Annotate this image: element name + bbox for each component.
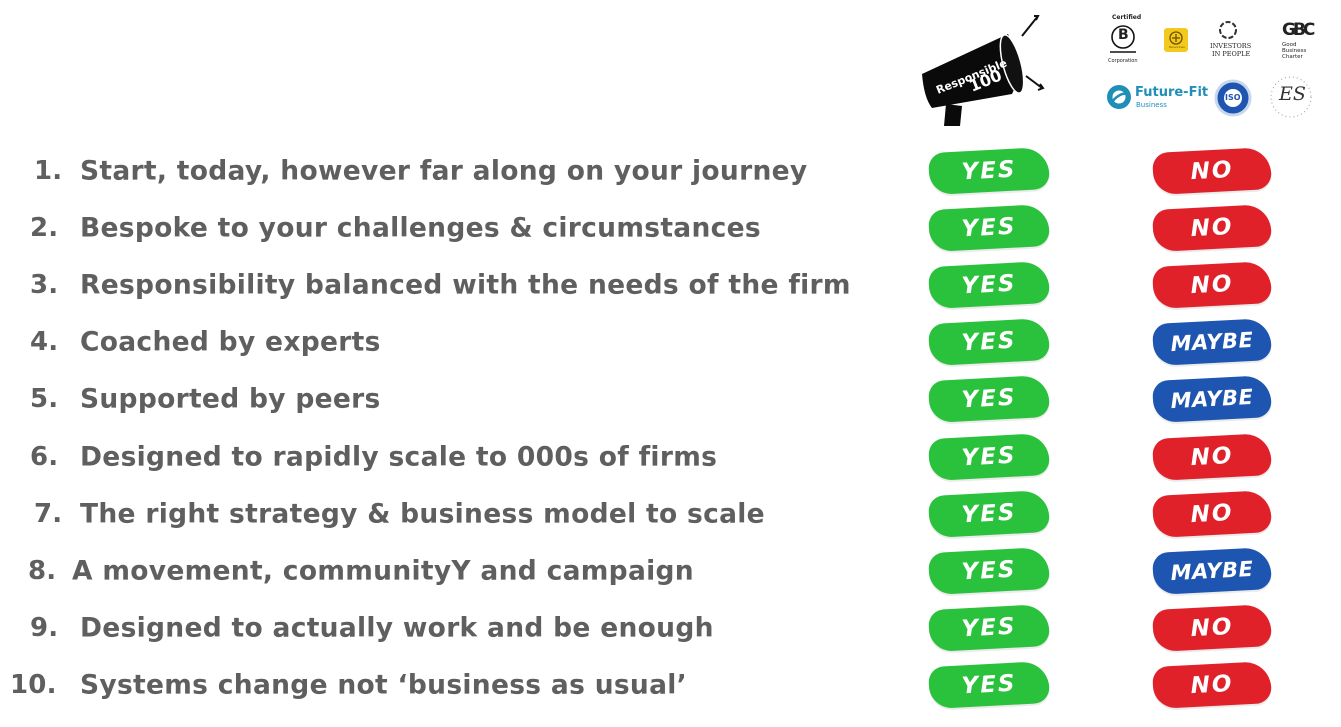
future-fit-name: Future-Fit	[1135, 85, 1209, 100]
other-frameworks-answer-badge: NO	[1151, 146, 1273, 195]
row-number: 3.	[30, 269, 59, 300]
gbc-line2: Business	[1282, 48, 1307, 54]
bcorp-top-text: Certified	[1112, 14, 1142, 21]
responsible100-answer-badge: YES	[927, 546, 1051, 596]
row-number: 2.	[30, 212, 59, 243]
comparison-list: 1. Start, today, however far along on you…	[0, 142, 1341, 714]
responsible100-answer-badge: YES	[927, 375, 1051, 424]
other-frameworks-answer-badge: MAYBE	[1151, 318, 1273, 367]
row-number: 9.	[30, 613, 59, 644]
row-label: Systems change not ‘business as usual’	[80, 669, 688, 701]
row-number: 6.	[30, 441, 59, 472]
gbc-logo: GBC Good Business Charter	[1280, 18, 1330, 68]
row-number: 10.	[10, 670, 57, 701]
es-mark: ES	[1279, 83, 1306, 105]
iso-certified-logo: ISO	[1214, 78, 1252, 118]
certification-logos: Certified B Corporation Pace/Lines INVES…	[1100, 12, 1330, 132]
gbc-line1: Good	[1282, 42, 1297, 48]
comparison-row: 6. Designed to rapidly scale to 000s of f…	[0, 428, 1341, 485]
row-label: Start, today, however far along on your …	[80, 155, 808, 187]
responsible100-answer-badge: YES	[927, 146, 1051, 195]
comparison-row: 10. Systems change not ‘business as usual…	[0, 657, 1341, 714]
iip-line1: INVESTORS	[1210, 42, 1252, 50]
row-number: 5.	[30, 384, 59, 415]
comparison-row: 7. The right strategy & business model to…	[0, 485, 1341, 542]
comparison-row: 4. Coached by experts YES MAYBE	[0, 314, 1341, 371]
future-fit-logo: Future-Fit Business	[1106, 80, 1209, 114]
iip-ring-icon	[1219, 21, 1237, 39]
other-frameworks-answer-badge: NO	[1151, 489, 1273, 538]
bcorp-bottom-text: Corporation	[1108, 58, 1138, 64]
future-fit-sub: Business	[1136, 101, 1167, 109]
row-label: Coached by experts	[80, 326, 381, 358]
other-frameworks-answer-badge: NO	[1151, 203, 1273, 252]
responsible100-answer-badge: YES	[927, 661, 1051, 710]
responsible100-answer-badge: YES	[927, 203, 1051, 252]
iso-badge-icon	[1214, 79, 1252, 117]
es-seal-icon	[1270, 76, 1312, 118]
row-number: 7.	[34, 498, 63, 529]
row-label: A movement, communityY and campaign	[72, 555, 694, 587]
comparison-row: 8. A movement, communityY and campaign YES…	[0, 542, 1341, 599]
row-label: Responsibility balanced with the needs o…	[80, 269, 851, 301]
row-label: Designed to actually work and be enough	[80, 612, 714, 644]
responsible100-answer-badge: YES	[927, 318, 1051, 367]
other-frameworks-answer-badge: MAYBE	[1151, 375, 1273, 424]
row-number: 4.	[30, 327, 59, 358]
comparison-row: 9. Designed to actually work and be enoug…	[0, 600, 1341, 657]
iip-line2: IN PEOPLE	[1212, 50, 1251, 58]
yellow-badge-caption: Pace/Lines	[1169, 45, 1185, 49]
iso-mark: ISO	[1225, 93, 1241, 102]
es-seal-logo: ES	[1268, 74, 1314, 120]
other-frameworks-answer-badge: NO	[1151, 260, 1273, 310]
responsible100-answer-badge: YES	[927, 432, 1051, 481]
plus-badge-icon	[1169, 31, 1183, 45]
comparison-row: 3. Responsibility balanced with the needs…	[0, 256, 1341, 313]
row-label: The right strategy & business model to s…	[80, 498, 765, 530]
row-number: 1.	[34, 155, 63, 186]
comparison-row: 5. Supported by peers YES MAYBE	[0, 371, 1341, 428]
responsible100-answer-badge: YES	[927, 489, 1051, 538]
comparison-row: 2. Bespoke to your challenges & circumsta…	[0, 199, 1341, 256]
future-fit-icon	[1107, 85, 1131, 109]
responsible100-answer-badge: YES	[927, 260, 1051, 310]
gbc-line3: Charter	[1282, 54, 1303, 60]
megaphone-icon: Responsible 100	[922, 15, 1045, 126]
bcorp-icon	[1110, 25, 1136, 53]
row-label: Supported by peers	[80, 383, 381, 415]
bcorp-mark: B	[1118, 27, 1129, 43]
bcorp-logo: Certified B Corporation	[1106, 12, 1146, 68]
row-label: Bespoke to your challenges & circumstanc…	[80, 212, 761, 244]
comparison-row: 1. Start, today, however far along on you…	[0, 142, 1341, 199]
other-frameworks-answer-badge: NO	[1151, 604, 1273, 653]
investors-in-people-logo: INVESTORS IN PEOPLE	[1208, 18, 1262, 68]
row-number: 8.	[28, 555, 57, 586]
responsible100-answer-badge: YES	[927, 603, 1051, 653]
other-frameworks-answer-badge: NO	[1151, 661, 1273, 710]
yellow-badge-logo: Pace/Lines	[1164, 28, 1188, 52]
responsible-100-megaphone: Responsible 100	[916, 8, 1052, 128]
row-label: Designed to rapidly scale to 000s of fir…	[80, 441, 718, 473]
gbc-mark: GBC	[1282, 20, 1315, 40]
other-frameworks-answer-badge: NO	[1151, 432, 1273, 481]
other-frameworks-answer-badge: MAYBE	[1151, 546, 1273, 595]
